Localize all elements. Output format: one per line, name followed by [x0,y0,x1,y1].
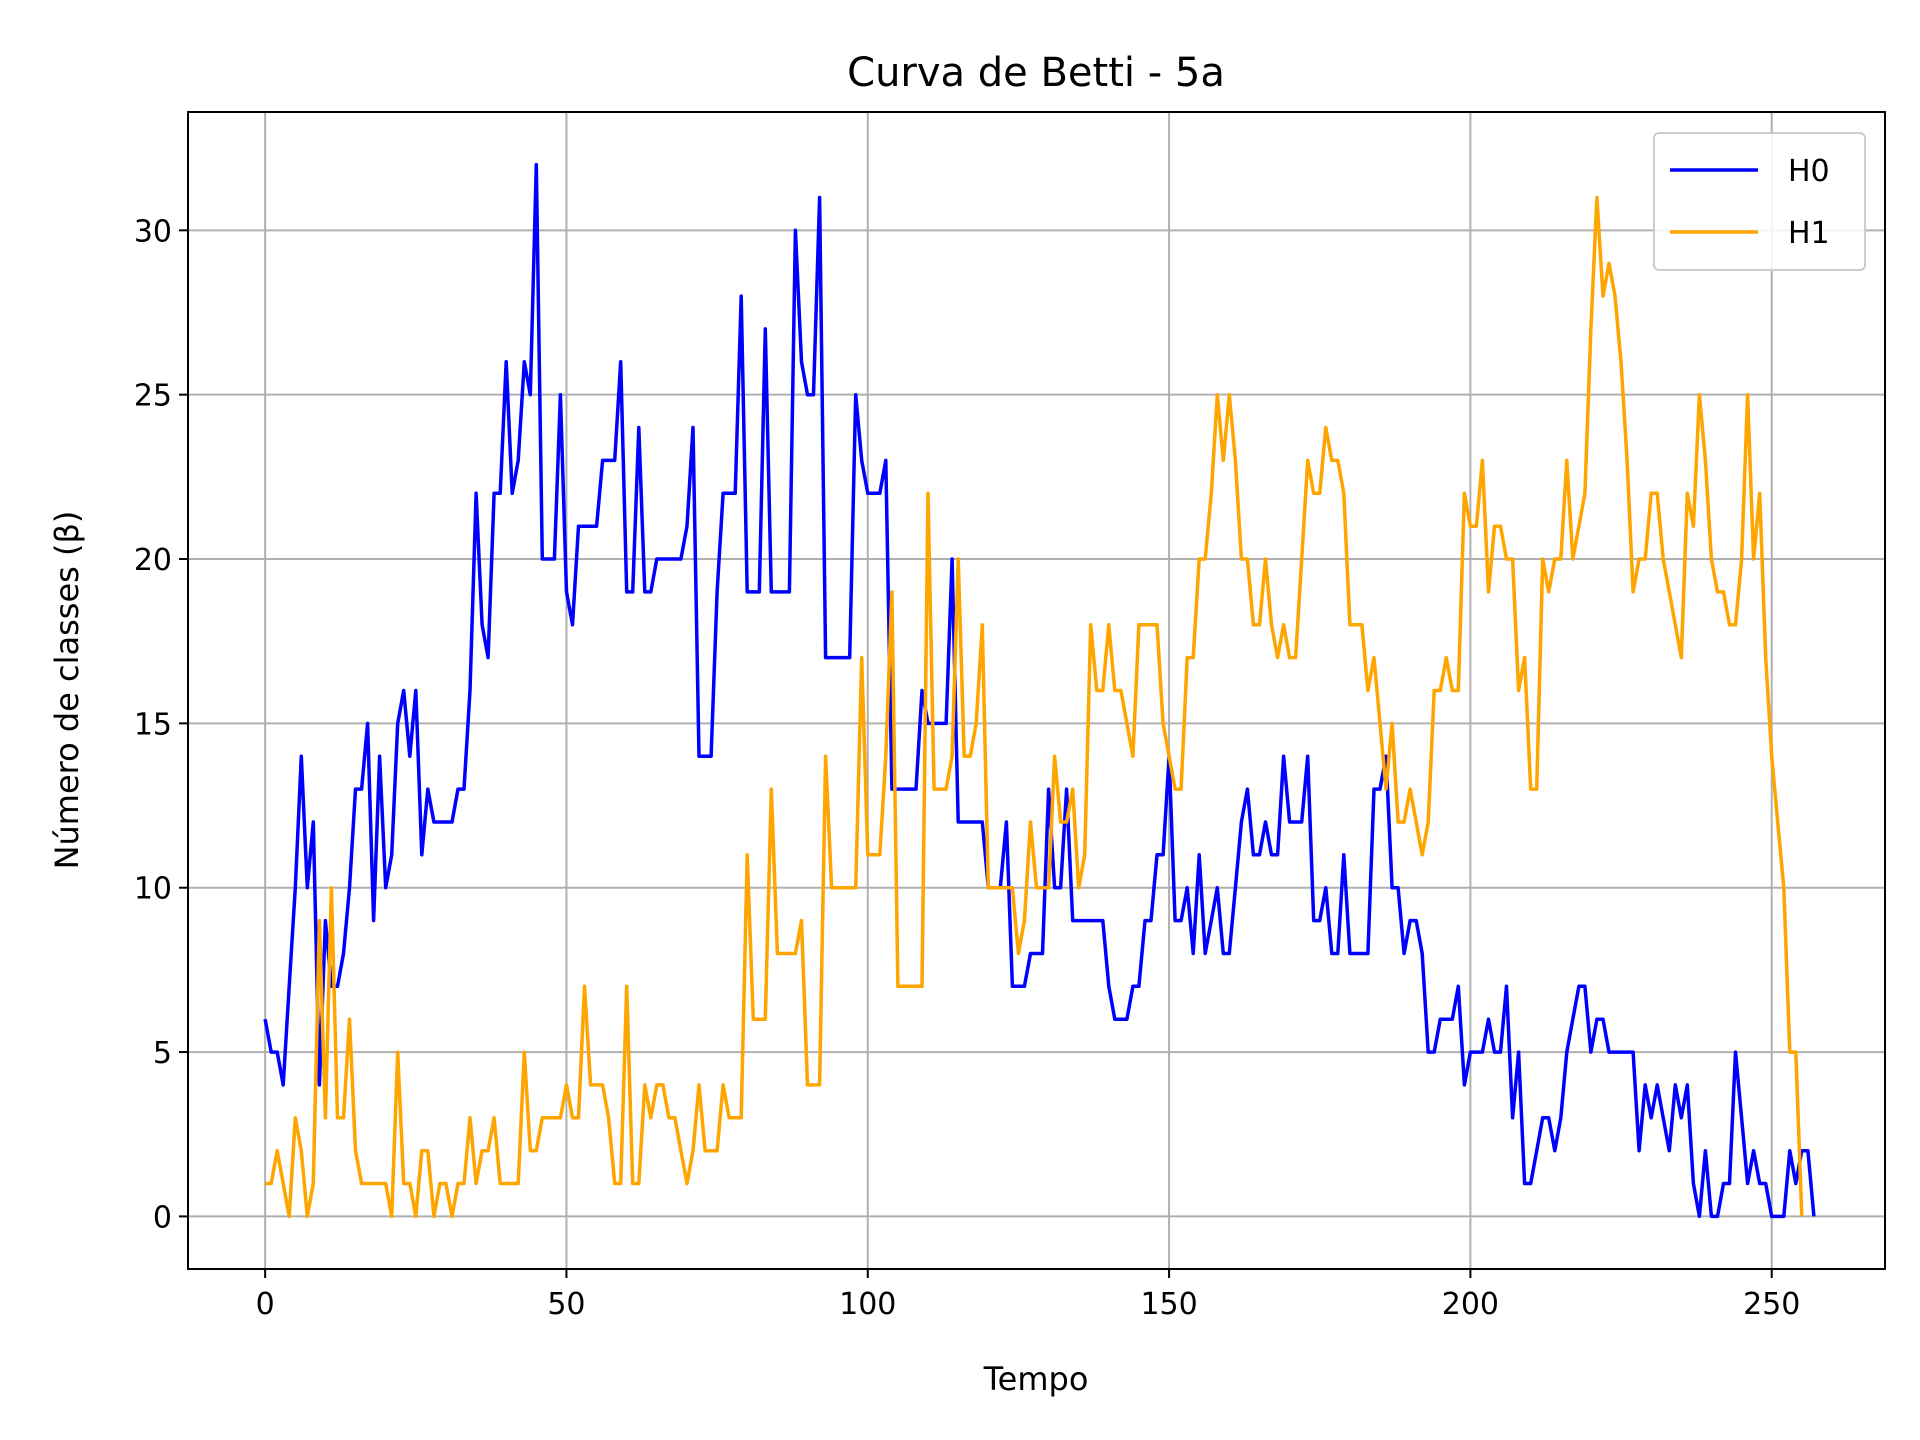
ticks: 0 50 100 150 200 250 0 5 10 15 20 25 30 [134,214,1801,1322]
series-line-h0 [263,162,1816,1219]
y-tick-label: 0 [153,1200,172,1235]
x-tick-label: 100 [839,1287,896,1322]
y-tick-label: 20 [134,543,172,578]
y-tick-label: 25 [134,379,172,414]
plot-frame [187,111,1886,1270]
x-tick-label: 50 [547,1287,585,1322]
x-tick-label: 200 [1442,1287,1499,1322]
legend: H0 H1 [1653,132,1866,271]
y-tick-label: 10 [134,872,172,907]
y-tick-label: 30 [134,214,172,249]
series-line-h1 [265,195,1804,1219]
x-tick-label: 250 [1743,1287,1800,1322]
x-tick-label: 150 [1140,1287,1197,1322]
legend-h1-label: H1 [1788,216,1830,251]
x-axis-title: Tempo [983,1360,1089,1398]
y-axis-title: Número de classes (β) [48,511,86,870]
legend-h0-label: H0 [1788,154,1830,189]
x-tick-label: 0 [256,1287,275,1322]
y-tick-label: 15 [134,707,172,742]
plot-lines [263,162,1816,1219]
chart-title: Curva de Betti - 5a [847,50,1225,96]
legend-box [1653,132,1866,271]
y-tick-label: 5 [153,1036,172,1071]
